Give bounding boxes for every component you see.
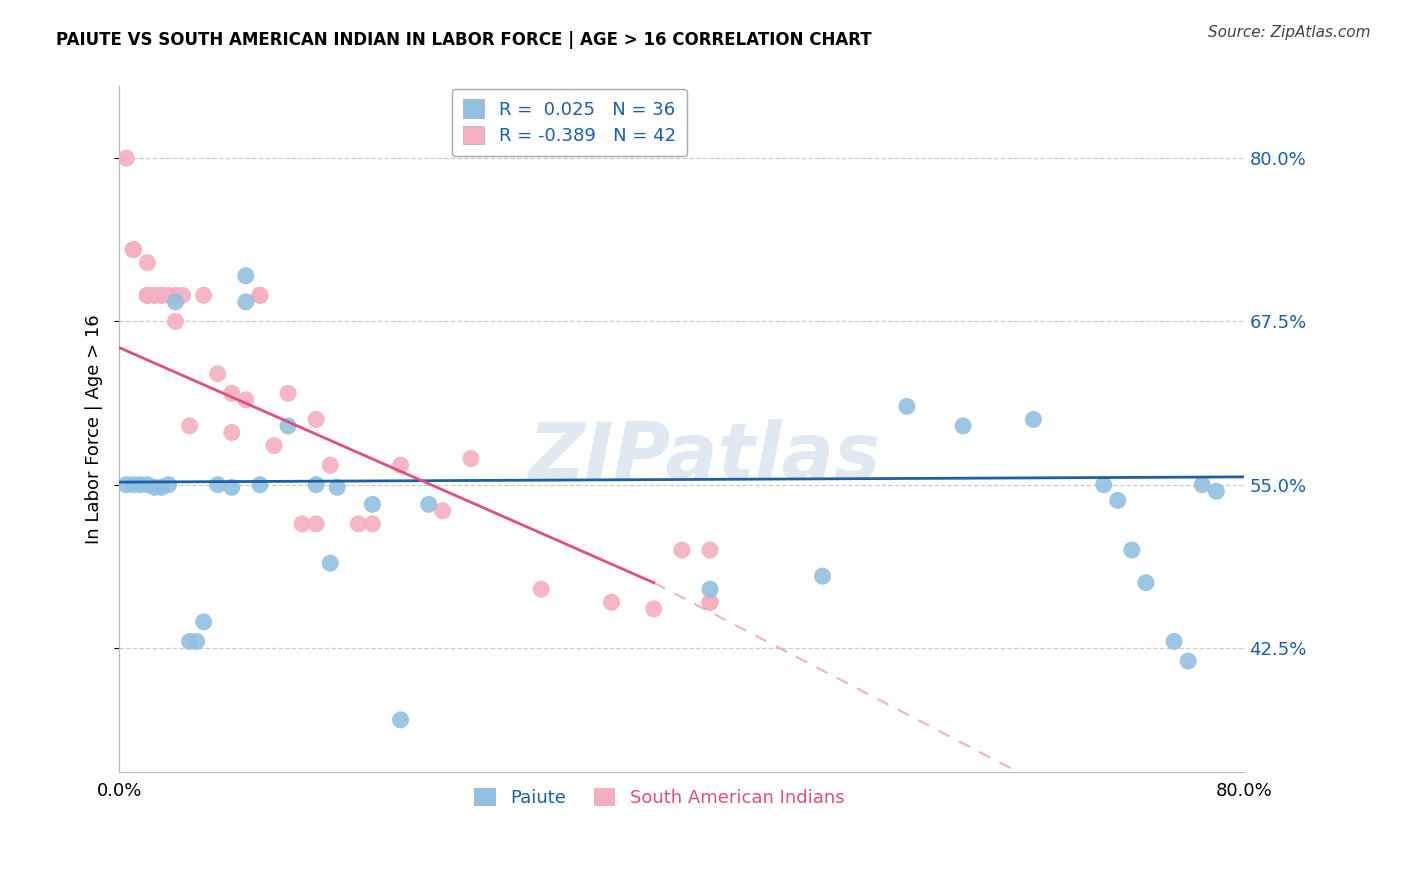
Point [143,480,166,494]
Text: ZIPatlas: ZIPatlas [529,418,880,495]
Point [249,288,271,302]
Point [207,367,229,381]
Point [277,386,299,401]
Point [643,602,665,616]
Point [157,288,180,302]
Point [699,582,721,597]
Point [460,451,482,466]
Point [157,477,180,491]
Point [326,480,349,494]
Point [136,288,159,302]
Point [1177,654,1199,668]
Point [277,419,299,434]
Point [221,386,243,401]
Text: Source: ZipAtlas.com: Source: ZipAtlas.com [1208,25,1371,40]
Point [150,288,173,302]
Point [165,294,187,309]
Point [221,480,243,494]
Point [263,438,285,452]
Point [305,477,328,491]
Point [122,243,145,257]
Point [305,412,328,426]
Point [122,477,145,491]
Point [319,458,342,472]
Point [235,392,257,407]
Point [179,634,201,648]
Point [115,151,138,165]
Point [1022,412,1045,426]
Point [235,268,257,283]
Point [305,516,328,531]
Legend: Paiute, South American Indians: Paiute, South American Indians [467,780,852,814]
Point [600,595,623,609]
Point [1191,477,1213,491]
Point [1205,484,1227,499]
Point [150,288,173,302]
Point [150,288,173,302]
Point [136,477,159,491]
Point [811,569,834,583]
Point [418,497,440,511]
Point [1121,543,1143,558]
Point [249,477,271,491]
Point [136,255,159,269]
Point [1135,575,1157,590]
Point [361,516,384,531]
Point [389,458,412,472]
Point [896,400,918,414]
Point [179,419,201,434]
Point [361,497,384,511]
Point [319,556,342,570]
Point [193,615,215,629]
Point [699,595,721,609]
Point [389,713,412,727]
Point [699,543,721,558]
Point [671,543,693,558]
Point [952,419,974,434]
Point [136,288,159,302]
Point [186,634,208,648]
Point [165,314,187,328]
Point [122,243,145,257]
Point [136,288,159,302]
Point [432,504,454,518]
Point [193,288,215,302]
Point [165,288,187,302]
Point [291,516,314,531]
Point [530,582,553,597]
Point [347,516,370,531]
Point [1092,477,1115,491]
Point [115,477,138,491]
Point [221,425,243,440]
Text: PAIUTE VS SOUTH AMERICAN INDIAN IN LABOR FORCE | AGE > 16 CORRELATION CHART: PAIUTE VS SOUTH AMERICAN INDIAN IN LABOR… [56,31,872,49]
Point [172,288,194,302]
Point [143,288,166,302]
Point [1163,634,1185,648]
Point [235,294,257,309]
Point [143,288,166,302]
Point [249,288,271,302]
Point [1107,493,1129,508]
Point [699,595,721,609]
Point [129,477,152,491]
Point [150,480,173,494]
Y-axis label: In Labor Force | Age > 16: In Labor Force | Age > 16 [86,314,103,544]
Point [207,477,229,491]
